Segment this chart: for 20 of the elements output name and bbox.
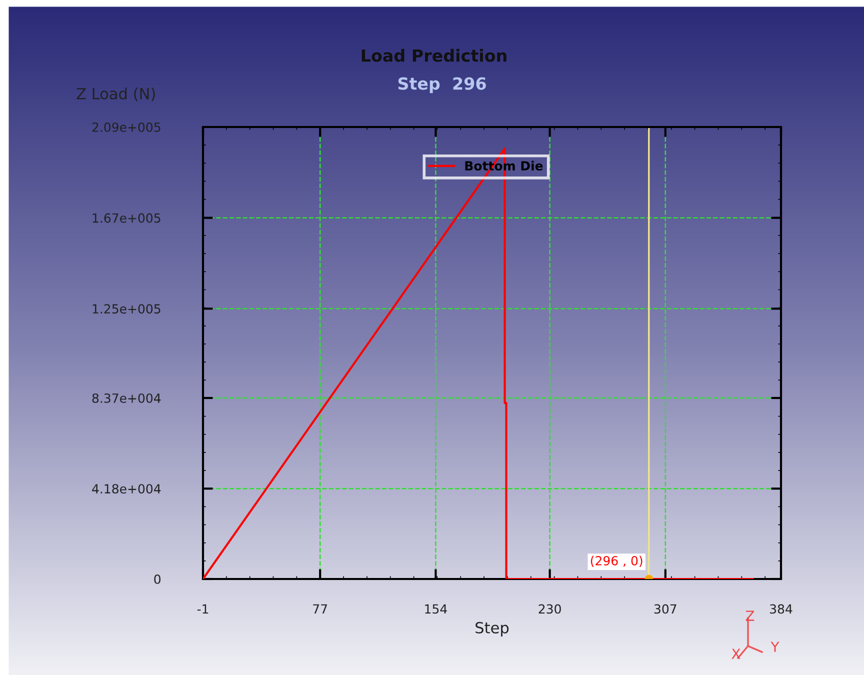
- y-tick-label: 4.18e+004: [92, 484, 161, 494]
- y-axis-title: Z Load (N): [76, 88, 155, 102]
- y-tick-label: 1.67e+005: [92, 213, 160, 223]
- y-tick-label: 8.37e+004: [92, 393, 161, 403]
- x-tick-label: -1: [197, 604, 208, 614]
- x-tick-label: 154: [425, 604, 447, 614]
- y-tick-label: 1.25e+005: [92, 304, 160, 314]
- x-tick-label: 384: [770, 604, 792, 614]
- y-tick-label: 2.09e+005: [92, 122, 160, 132]
- text: Z: [746, 610, 754, 621]
- x-tick-label: 230: [538, 604, 561, 614]
- text: Y: [770, 642, 780, 652]
- annotation: (296 , 0): [590, 556, 642, 567]
- x-tick-label: 77: [313, 604, 327, 614]
- text: X: [732, 648, 740, 659]
- y-tick-label: 0: [154, 574, 161, 584]
- x-axis-title: Step: [476, 622, 509, 636]
- chart-subtitle: Step 296: [398, 77, 486, 94]
- x-tick-label: 307: [654, 604, 676, 614]
- chart-title: Load Prediction: [362, 48, 506, 62]
